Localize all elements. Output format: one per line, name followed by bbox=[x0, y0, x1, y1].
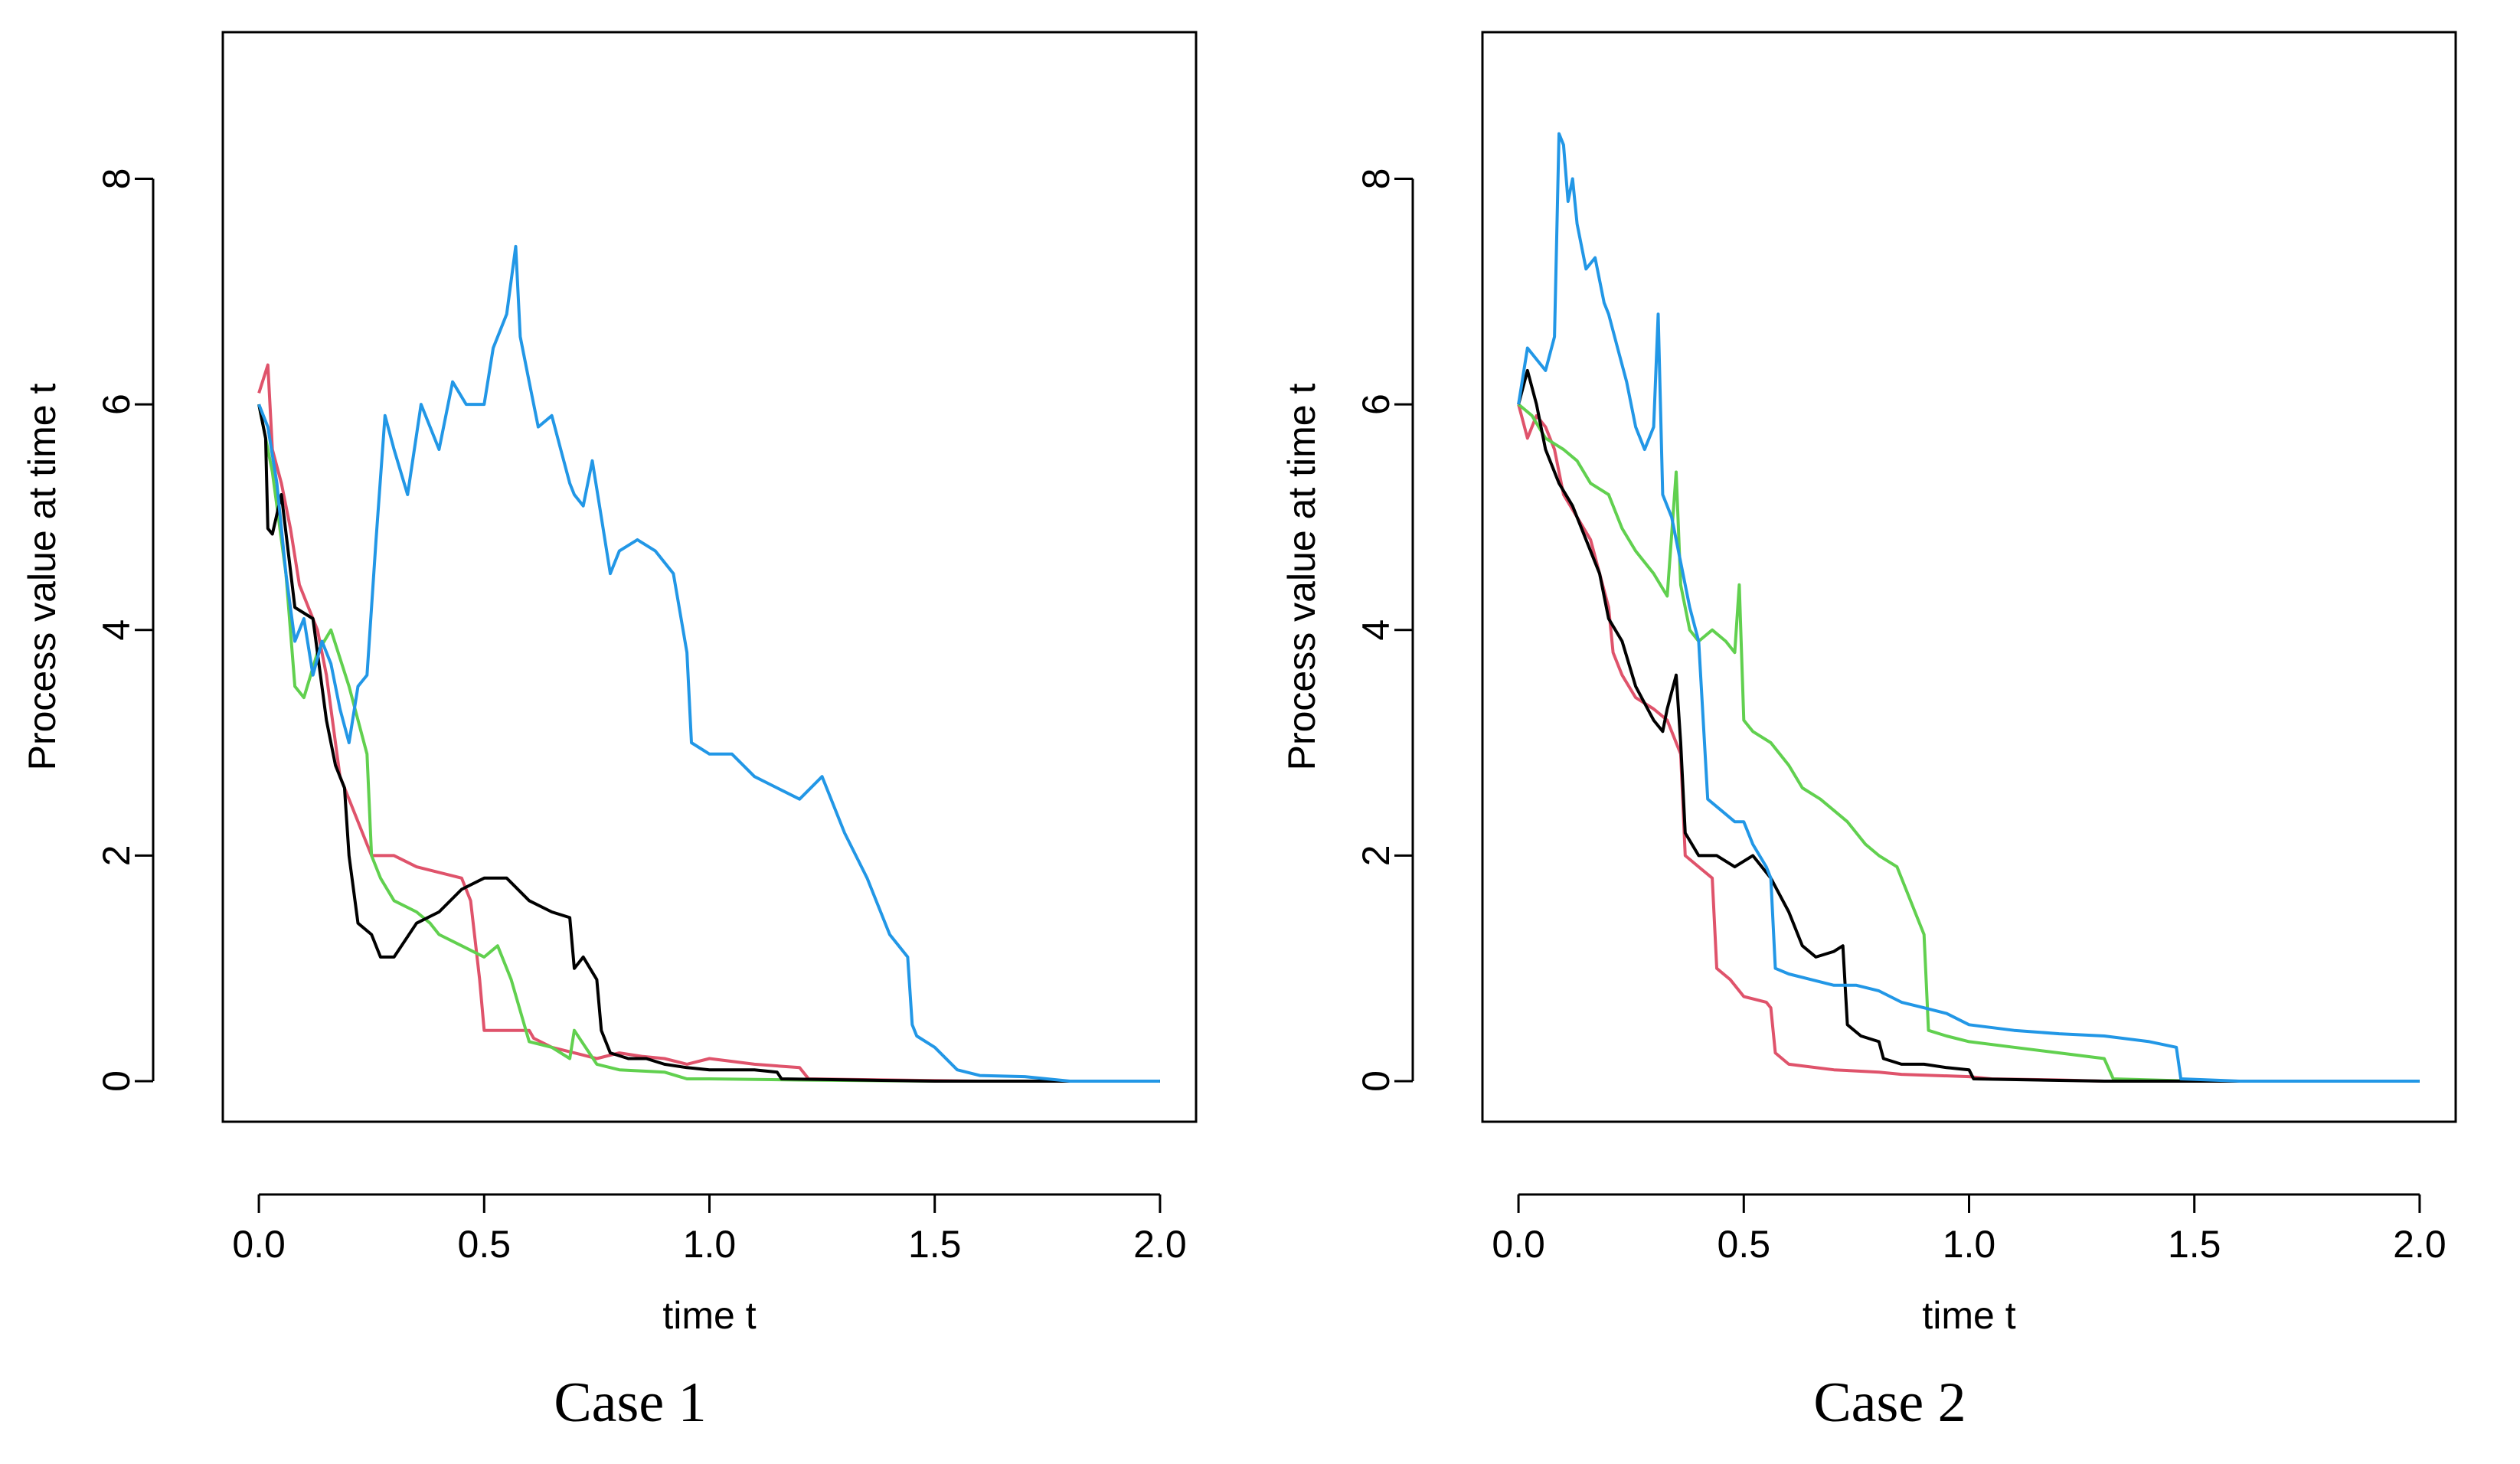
series-line-3 bbox=[1517, 132, 2420, 1083]
series-line-3 bbox=[257, 244, 1160, 1083]
x-tick-label: 1.0 bbox=[1943, 1223, 1996, 1266]
y-tick-label: 6 bbox=[1355, 394, 1397, 415]
series-line-0 bbox=[1517, 404, 2420, 1083]
x-tick-label: 1.5 bbox=[908, 1223, 962, 1266]
x-tick-label: 0.5 bbox=[458, 1223, 512, 1266]
x-tick-label: 0.5 bbox=[1718, 1223, 1771, 1266]
y-tick-label: 6 bbox=[95, 394, 138, 415]
y-tick-label: 0 bbox=[1355, 1070, 1397, 1092]
x-tick-label: 2.0 bbox=[1133, 1223, 1187, 1266]
x-tick-label: 0.0 bbox=[1492, 1223, 1545, 1266]
chart-svg-case-1: 0.0 0.5 1.0 1.5 2.0 0 2 4 6 8 time t Process value … bbox=[21, 31, 1198, 1337]
x-axis-title: time t bbox=[662, 1294, 756, 1337]
plot-frame bbox=[221, 31, 1198, 1123]
series-line-2 bbox=[1517, 368, 2420, 1083]
x-tick-label: 0.0 bbox=[232, 1223, 286, 1266]
caption-case-2: Case 2 bbox=[1813, 1371, 1966, 1434]
x-tick-label: 1.0 bbox=[683, 1223, 737, 1266]
x-tick-label: 1.5 bbox=[2168, 1223, 2221, 1266]
plot-frame bbox=[1481, 31, 2457, 1123]
chart-panel-case-2: 0.0 0.5 1.0 1.5 2.0 0 2 4 6 8 time t Process value … bbox=[1260, 0, 2520, 1464]
y-tick-label: 8 bbox=[95, 168, 138, 190]
series-line-1 bbox=[257, 404, 1160, 1083]
y-tick-label: 0 bbox=[95, 1070, 138, 1092]
y-tick-label: 8 bbox=[1355, 168, 1397, 190]
y-axis-title: Process value at time t bbox=[1280, 384, 1323, 771]
series-line-0 bbox=[257, 363, 1160, 1083]
caption-case-1: Case 1 bbox=[554, 1371, 707, 1434]
y-tick-label: 2 bbox=[95, 845, 138, 866]
y-tick-label: 2 bbox=[1355, 845, 1397, 866]
y-axis-title: Process value at time t bbox=[21, 384, 64, 771]
y-tick-label: 4 bbox=[1355, 619, 1397, 641]
series-line-1 bbox=[1517, 403, 2420, 1083]
chart-svg-case-2: 0.0 0.5 1.0 1.5 2.0 0 2 4 6 8 time t Process value … bbox=[1280, 31, 2457, 1337]
x-tick-label: 2.0 bbox=[2393, 1223, 2446, 1266]
series-line-2 bbox=[257, 404, 1160, 1083]
y-tick-label: 4 bbox=[95, 619, 138, 641]
chart-panel-case-1: 0.0 0.5 1.0 1.5 2.0 0 2 4 6 8 time t Process value … bbox=[21, 31, 1198, 1434]
x-axis-title: time t bbox=[1922, 1294, 2015, 1337]
